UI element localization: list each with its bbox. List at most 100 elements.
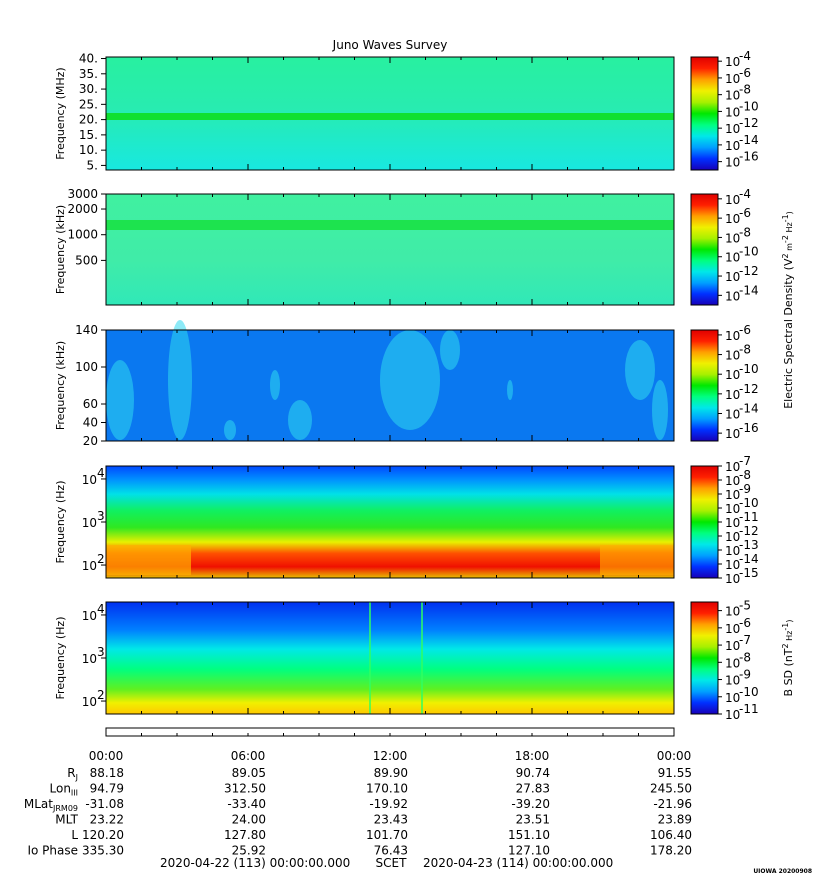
- y-tick-label: 10: [82, 652, 97, 666]
- emission-patch: [168, 320, 192, 440]
- colorbar-tick-label: 10: [725, 427, 740, 441]
- colorbar-tick-label: -11: [739, 510, 759, 524]
- colorbar-tick-label: 10: [725, 349, 740, 363]
- ephemeris-value: 127.10: [508, 844, 550, 858]
- y-tick-label: 40.: [79, 52, 98, 66]
- emission-patch: [380, 330, 440, 430]
- colorbar-tick-label: 10: [725, 139, 740, 153]
- y-tick-label: 60: [83, 397, 98, 411]
- colorbar-tick-label: 10: [725, 368, 740, 382]
- ephemeris-value: 170.10: [366, 782, 408, 796]
- colorbar-tick-label: 10: [725, 558, 740, 572]
- y-tick-label: 20.: [79, 113, 98, 127]
- y-tick-label: 10: [82, 559, 97, 573]
- ephemeris-value: 89.90: [374, 766, 408, 780]
- ephemeris-value: 178.20: [650, 844, 692, 858]
- credit-stamp: UIOWA 20200908: [753, 868, 812, 875]
- ephemeris-label: Io Phase: [27, 844, 78, 858]
- colorbar-tick-label: 10: [725, 488, 740, 502]
- heatmap-background: [106, 602, 674, 714]
- y-tick-label: 500: [75, 253, 98, 267]
- colorbar-tick-label: -13: [739, 538, 759, 552]
- y-tick-label: 30.: [79, 82, 98, 96]
- colorbar-tick-label: -14: [739, 401, 759, 415]
- ephemeris-value: 23.22: [90, 813, 124, 827]
- y-axis-label: Frequency (kHz): [54, 205, 67, 294]
- colorbar-tick-label: -9: [739, 482, 751, 496]
- colorbar-label-magnetic: B SD (nT2 Hz-1): [781, 620, 795, 697]
- spectrogram-panel-1: 40.35.30.25. 20.15.10.5. Frequency (MHz) 10…: [54, 49, 759, 172]
- colorbar-tick-label: 10: [725, 89, 740, 103]
- colorbar-tick-label: 10: [725, 516, 740, 530]
- ephemeris-label: L: [71, 828, 78, 842]
- y-tick-label: 10: [82, 516, 97, 530]
- y-axis-label: Frequency (MHz): [54, 67, 67, 159]
- colorbar-tick-label: 10: [725, 708, 740, 722]
- ephemeris-label: RJ: [67, 766, 78, 782]
- colorbar-tick-label: 10: [725, 193, 740, 207]
- emission-patch: [600, 545, 674, 575]
- colorbar-tick-label: 10: [725, 156, 740, 170]
- colorbar-tick-label: 10: [725, 55, 740, 69]
- colorbar-tick-label: 10: [725, 105, 740, 119]
- colorbar-tick-label: 10: [725, 212, 740, 226]
- time-tick-label: 00:00: [89, 749, 124, 763]
- colorbar-tick-label: 10: [725, 605, 740, 619]
- ephemeris-value: 106.40: [650, 828, 692, 842]
- emission-patch: [106, 360, 134, 440]
- ephemeris-value: 23.51: [516, 813, 550, 827]
- colorbar-tick-label: -7: [739, 633, 751, 647]
- time-tick-label: 12:00: [373, 749, 408, 763]
- ephemeris-value: 88.18: [90, 766, 124, 780]
- emission-patch: [507, 380, 513, 400]
- colorbar-tick-label: 10: [725, 656, 740, 670]
- colorbar-tick-label: 10: [725, 474, 740, 488]
- colorbar-tick-label: 10: [725, 622, 740, 636]
- ephemeris-value: -21.96: [653, 797, 692, 811]
- colorbar-tick-label: 10: [725, 502, 740, 516]
- colorbar-tick-label: -10: [739, 245, 759, 259]
- ephemeris-value: 245.50: [650, 782, 692, 796]
- emission-patch: [106, 545, 191, 575]
- colorbar-tick-label: -4: [739, 49, 751, 63]
- colorbar-tick-label: -6: [739, 616, 751, 630]
- colorbar-tick-label: 10: [725, 572, 740, 586]
- time-tick-label: 00:00: [657, 749, 692, 763]
- colorbar-tick-label: -6: [739, 66, 751, 80]
- colorbar-tick-label: 10: [725, 329, 740, 343]
- colorbar: [690, 329, 719, 442]
- emission-patch: [625, 340, 655, 400]
- ephemeris-value: 101.70: [366, 828, 408, 842]
- y-tick-label: 10: [82, 609, 97, 623]
- y-tick-label: 3: [97, 509, 105, 523]
- colorbar-tick-label: -14: [739, 283, 759, 297]
- colorbar-tick-label: -10: [739, 99, 759, 113]
- ephemeris-value: 23.89: [658, 813, 692, 827]
- ephemeris-value: 91.55: [658, 766, 692, 780]
- y-tick-label: 1000: [67, 228, 98, 242]
- y-tick-label: 10: [82, 473, 97, 487]
- footer-end-date: 2020-04-23 (114) 00:00:00.000: [423, 856, 613, 870]
- time-tick-label: 18:00: [515, 749, 550, 763]
- ephemeris-value: 335.30: [82, 844, 124, 858]
- y-axis-label: Frequency (kHz): [54, 341, 67, 430]
- ephemeris-value: -39.20: [511, 797, 550, 811]
- heatmap-background: [106, 194, 674, 305]
- colorbar-tick-label: 10: [725, 691, 740, 705]
- colorbar-tick-label: 10: [725, 530, 740, 544]
- ephemeris-value: 312.50: [224, 782, 266, 796]
- colorbar-tick-label: 10: [725, 289, 740, 303]
- y-tick-label: 25.: [79, 97, 98, 111]
- ephemeris-value: 90.74: [516, 766, 550, 780]
- y-axis-label: Frequency (Hz): [54, 481, 67, 564]
- ephemeris-value: 120.20: [82, 828, 124, 842]
- colorbar-tick-label: -7: [739, 454, 751, 468]
- ephemeris-value: 151.10: [508, 828, 550, 842]
- emission-band: [106, 113, 674, 120]
- colorbar-tick-label: -12: [739, 264, 759, 278]
- colorbar: [690, 465, 719, 579]
- colorbar-tick-label: -14: [739, 552, 759, 566]
